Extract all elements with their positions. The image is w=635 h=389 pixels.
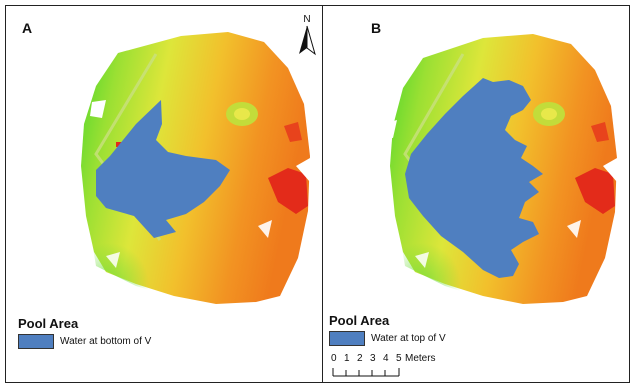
- scale-tick-label: 3: [370, 353, 376, 364]
- map-panel-b: B Pool Area Water at top of V 0 1 2 3 4 …: [322, 5, 630, 383]
- scale-tick-label: 1: [344, 353, 350, 364]
- legend-item-label: Water at bottom of V: [60, 336, 152, 347]
- scale-bar-graphic: [332, 368, 400, 377]
- water-area: [405, 78, 543, 278]
- scale-tick-label: 4: [383, 353, 389, 364]
- north-arrow-icon: N: [295, 14, 319, 60]
- legend-title: Pool Area: [329, 313, 390, 328]
- high-elevation-patch: [268, 168, 308, 214]
- high-elevation-patch: [575, 168, 615, 214]
- water-swatch: [18, 334, 54, 349]
- scale-tick-label: 2: [357, 353, 363, 364]
- scale-bar: 0 1 2 3 4 5 Meters: [331, 353, 441, 382]
- panel-label: A: [22, 20, 33, 36]
- legend-item-label: Water at top of V: [371, 333, 446, 344]
- no-data-patch: [381, 120, 397, 138]
- scale-tick-label: 0: [331, 353, 337, 364]
- legend-item: Water at top of V: [329, 331, 446, 346]
- elevation-map-b: [381, 34, 617, 304]
- legend-item: Water at bottom of V: [18, 334, 151, 349]
- water-swatch: [329, 331, 365, 346]
- scale-tick-label: 5: [396, 353, 402, 364]
- water-area: [96, 100, 230, 238]
- no-data-patch: [90, 100, 106, 118]
- elevation-map-a: [81, 32, 310, 304]
- scale-unit: Meters: [405, 353, 436, 364]
- north-label: N: [303, 14, 311, 25]
- panel-label: B: [371, 20, 382, 36]
- scale-labels: 0 1 2 3 4 5 Meters: [331, 353, 441, 365]
- legend-title: Pool Area: [18, 316, 79, 331]
- map-panel-a: A N Pool Area Water at bottom of V: [5, 5, 323, 383]
